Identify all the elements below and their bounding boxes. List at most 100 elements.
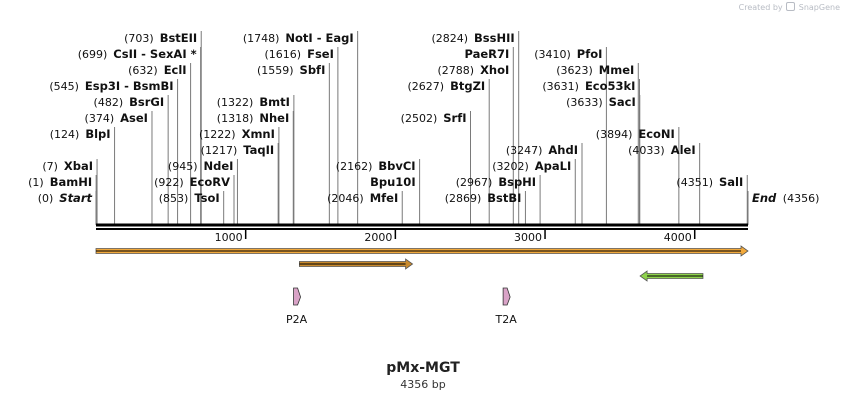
- site-label-ecorv: EcoRV (922): [154, 175, 230, 189]
- site-name: MmeI: [599, 63, 635, 77]
- site-label-csii: CsII - SexAI * (699): [78, 47, 197, 61]
- site-position: (853): [159, 192, 189, 205]
- scale-tick-label: 2000: [364, 231, 392, 244]
- site-name: BstEII: [160, 31, 198, 45]
- site-label-bstbi: BstBI (2869): [445, 191, 522, 205]
- site-position: (2788): [437, 64, 474, 77]
- site-label-bbvci: BbvCI (2162): [336, 159, 416, 173]
- site-label-tsoi: TsoI (853): [159, 191, 220, 205]
- site-position: (3247): [506, 144, 543, 157]
- peptide-layer: P2A T2A: [286, 287, 517, 326]
- site-name: XmnI: [242, 127, 275, 141]
- site-name: BtgZI: [450, 79, 485, 93]
- site-label-apali: ApaLI (3202): [492, 159, 571, 173]
- site-position: (374): [85, 112, 115, 125]
- site-position: (632): [128, 64, 158, 77]
- site-name: TsoI: [194, 191, 219, 205]
- site-position: (482): [94, 96, 124, 109]
- site-name: Eco53kI: [585, 79, 636, 93]
- site-position: (2162): [336, 160, 373, 173]
- site-label-bmti: BmtI (1322): [217, 95, 290, 109]
- site-name: End: [752, 191, 777, 205]
- site-label-pfoi: PfoI (3410): [534, 47, 602, 61]
- site-position: (2824): [431, 32, 468, 45]
- site-position: (3633): [566, 96, 603, 109]
- site-label-mmei: MmeI (3623): [556, 63, 634, 77]
- site-position: (1): [28, 176, 44, 189]
- feature-layer: [95, 245, 749, 282]
- site-position: (4033): [628, 144, 665, 157]
- site-position: (1322): [217, 96, 254, 109]
- site-position: (1222): [199, 128, 236, 141]
- site-label-end: End (4356): [752, 191, 819, 205]
- site-label-alei: AleI (4033): [628, 143, 696, 157]
- site-label-nhei: NheI (1318): [217, 111, 289, 125]
- site-position: (4351): [676, 176, 713, 189]
- site-label-econi: EcoNI (3894): [596, 127, 675, 141]
- peptide-label: P2A: [286, 313, 308, 326]
- site-position: (1559): [257, 64, 294, 77]
- site-label-xhoi: XhoI (2788): [437, 63, 509, 77]
- site-name: BstBI: [487, 191, 521, 205]
- credit-brand: SnapGene: [798, 3, 840, 12]
- site-name: BamHI: [50, 175, 92, 189]
- site-name: EclI: [164, 63, 187, 77]
- site-label-asei: AseI (374): [85, 111, 148, 125]
- site-position: (3894): [596, 128, 633, 141]
- site-position: (945): [168, 160, 198, 173]
- credit-text: Created by: [738, 3, 783, 12]
- site-label-ecli: EclI (632): [128, 63, 187, 77]
- site-position: (922): [154, 176, 184, 189]
- site-position: (3410): [534, 48, 571, 61]
- site-name: AleI: [671, 143, 696, 157]
- site-label-srfi: SrfI (2502): [401, 111, 467, 125]
- site-position: (0): [38, 192, 54, 205]
- site-name: XhoI: [480, 63, 509, 77]
- site-position: (1318): [217, 112, 254, 125]
- site-label-fsei: FseI (1616): [265, 47, 334, 61]
- site-name: MfeI: [370, 191, 399, 205]
- snapgene-logo-icon: [786, 2, 796, 11]
- site-name: BbvCI: [378, 159, 415, 173]
- site-name: XbaI: [64, 159, 93, 173]
- site-name: NdeI: [204, 159, 234, 173]
- site-position: (2869): [445, 192, 482, 205]
- site-position: (2046): [327, 192, 364, 205]
- site-label-paer7i: PaeR7I: [464, 47, 509, 61]
- site-name: NotI - EagI: [285, 31, 353, 45]
- site-name: BspHI: [498, 175, 536, 189]
- scale-tick-label: 4000: [664, 231, 692, 244]
- site-label-start: Start (0): [38, 191, 93, 205]
- site-name: AhdI: [548, 143, 578, 157]
- snapgene-credit: Created by SnapGene: [739, 2, 840, 12]
- site-label-taqii: TaqII (1217): [201, 143, 275, 157]
- site-name: SrfI: [443, 111, 466, 125]
- site-position: (3631): [542, 80, 579, 93]
- site-name: EcoRV: [190, 175, 230, 189]
- site-position: (3623): [556, 64, 593, 77]
- site-name: TaqII: [243, 143, 274, 157]
- site-name: BlpI: [85, 127, 110, 141]
- site-label-btgzi: BtgZI (2627): [408, 79, 486, 93]
- site-position: (703): [124, 32, 154, 45]
- site-position: (1616): [265, 48, 302, 61]
- site-position: (2502): [401, 112, 438, 125]
- site-label-ndei: NdeI (945): [168, 159, 234, 173]
- site-label-eco53ki: Eco53kI (3631): [542, 79, 635, 93]
- site-label-bsphi: BspHI (2967): [456, 175, 536, 189]
- site-label-sali: SalI (4351): [676, 175, 743, 189]
- feature-full-orf: [95, 245, 749, 257]
- site-position: (3202): [492, 160, 529, 173]
- site-label-bsrgi: BsrGI (482): [94, 95, 165, 109]
- site-label-noti: NotI - EagI (1748): [243, 31, 354, 45]
- site-name: Bpu10I: [370, 175, 415, 189]
- site-position: (124): [50, 128, 80, 141]
- site-name: BmtI: [259, 95, 290, 109]
- feature-reverse-orf: [639, 270, 704, 282]
- site-name: SalI: [719, 175, 743, 189]
- site-label-bamhi: BamHI (1): [28, 175, 92, 189]
- site-label-blpi: BlpI (124): [50, 127, 111, 141]
- site-position: (2967): [456, 176, 493, 189]
- site-name: AseI: [120, 111, 148, 125]
